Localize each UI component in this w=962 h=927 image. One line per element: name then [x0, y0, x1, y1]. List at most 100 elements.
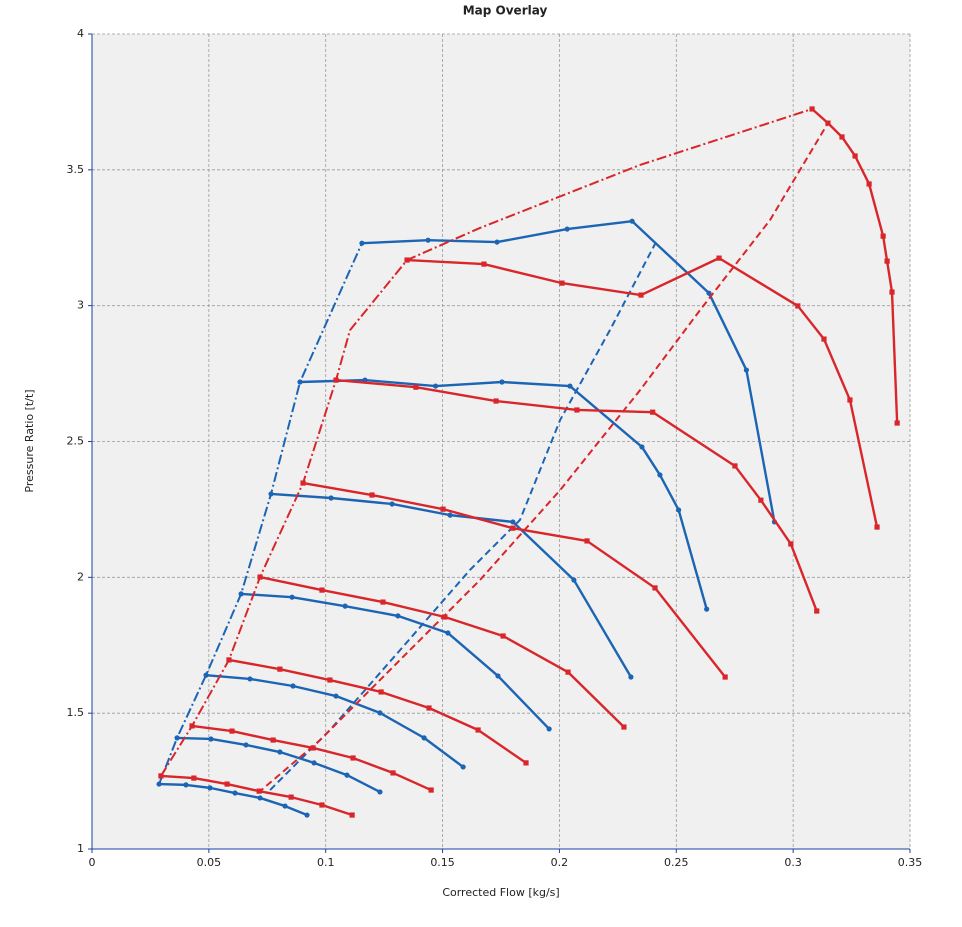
point-marker: [852, 153, 858, 159]
point-marker: [574, 407, 580, 413]
point-marker: [304, 812, 310, 818]
y-tick-label: 2: [77, 570, 84, 583]
point-marker: [421, 735, 427, 741]
point-marker: [494, 239, 500, 245]
x-tick-label: 0.2: [551, 856, 569, 869]
x-tick-label: 0.1: [317, 856, 335, 869]
point-marker: [460, 764, 466, 770]
point-marker: [500, 633, 506, 639]
point-marker: [282, 803, 288, 809]
point-marker: [288, 794, 294, 800]
point-marker: [277, 749, 283, 755]
point-marker: [584, 538, 590, 544]
point-marker: [191, 775, 197, 781]
point-marker: [311, 760, 317, 766]
point-marker: [481, 261, 487, 267]
point-marker: [628, 674, 634, 680]
point-marker: [377, 710, 383, 716]
y-tick-label: 3: [77, 299, 84, 312]
point-marker: [495, 673, 501, 679]
y-axis-label: Pressure Ratio [t/t]: [23, 389, 36, 492]
point-marker: [894, 420, 900, 426]
point-marker: [247, 676, 253, 682]
point-marker: [475, 727, 481, 733]
y-tick-label: 3.5: [67, 163, 85, 176]
x-axis-label: Corrected Flow [kg/s]: [442, 886, 559, 899]
series-line: [257, 122, 829, 794]
point-marker: [638, 292, 644, 298]
point-marker: [327, 677, 333, 683]
point-marker: [652, 585, 658, 591]
series-line: [269, 243, 656, 791]
point-marker: [395, 613, 401, 619]
point-marker: [567, 383, 573, 389]
point-marker: [277, 666, 283, 672]
point-marker: [426, 705, 432, 711]
point-marker: [377, 789, 383, 795]
point-marker: [349, 812, 355, 818]
point-marker: [639, 444, 645, 450]
point-marker: [510, 525, 516, 531]
point-marker: [880, 233, 886, 239]
point-marker: [788, 541, 794, 547]
point-marker: [847, 397, 853, 403]
point-marker: [564, 226, 570, 232]
point-marker: [447, 512, 453, 518]
x-tick-label: 0.3: [784, 856, 802, 869]
point-marker: [546, 726, 552, 732]
point-marker: [732, 463, 738, 469]
y-tick-label: 4: [77, 27, 84, 40]
point-marker: [445, 630, 451, 636]
point-marker: [442, 614, 448, 620]
point-marker: [758, 497, 764, 503]
point-marker: [839, 134, 845, 140]
point-marker: [716, 255, 722, 261]
point-marker: [874, 524, 880, 530]
point-marker: [809, 106, 815, 112]
point-marker: [866, 181, 872, 187]
point-marker: [342, 603, 348, 609]
y-tick-label: 1: [77, 842, 84, 855]
x-tick-label: 0.15: [430, 856, 455, 869]
point-marker: [565, 669, 571, 675]
point-marker: [350, 755, 356, 761]
y-tick-label: 2.5: [67, 435, 85, 448]
point-marker: [425, 237, 431, 243]
point-marker: [629, 218, 635, 224]
point-marker: [704, 606, 710, 612]
point-marker: [650, 409, 656, 415]
series-line: [160, 108, 813, 777]
point-marker: [884, 258, 890, 264]
point-marker: [289, 594, 295, 600]
point-marker: [428, 787, 434, 793]
series-line: [361, 219, 776, 523]
point-marker: [559, 280, 565, 286]
point-marker: [270, 737, 276, 743]
point-marker: [743, 367, 750, 373]
point-marker: [657, 472, 663, 478]
x-tick-label: 0.35: [898, 856, 923, 869]
point-marker: [224, 781, 230, 787]
point-marker: [571, 577, 577, 583]
point-marker: [333, 693, 339, 699]
point-marker: [621, 724, 627, 730]
point-marker: [413, 384, 419, 390]
point-marker: [389, 501, 395, 507]
point-marker: [440, 506, 446, 512]
point-marker: [821, 336, 827, 342]
point-marker: [499, 379, 505, 385]
x-tick-label: 0.05: [197, 856, 222, 869]
point-marker: [319, 587, 325, 593]
point-marker: [889, 289, 895, 295]
x-tick-label: 0: [89, 856, 96, 869]
y-tick-label: 1.5: [67, 706, 85, 719]
point-marker: [369, 492, 375, 498]
point-marker: [257, 795, 263, 801]
point-marker: [207, 785, 213, 791]
point-marker: [378, 689, 384, 695]
point-marker: [706, 290, 712, 296]
point-marker: [344, 772, 350, 778]
series-line: [158, 242, 363, 785]
